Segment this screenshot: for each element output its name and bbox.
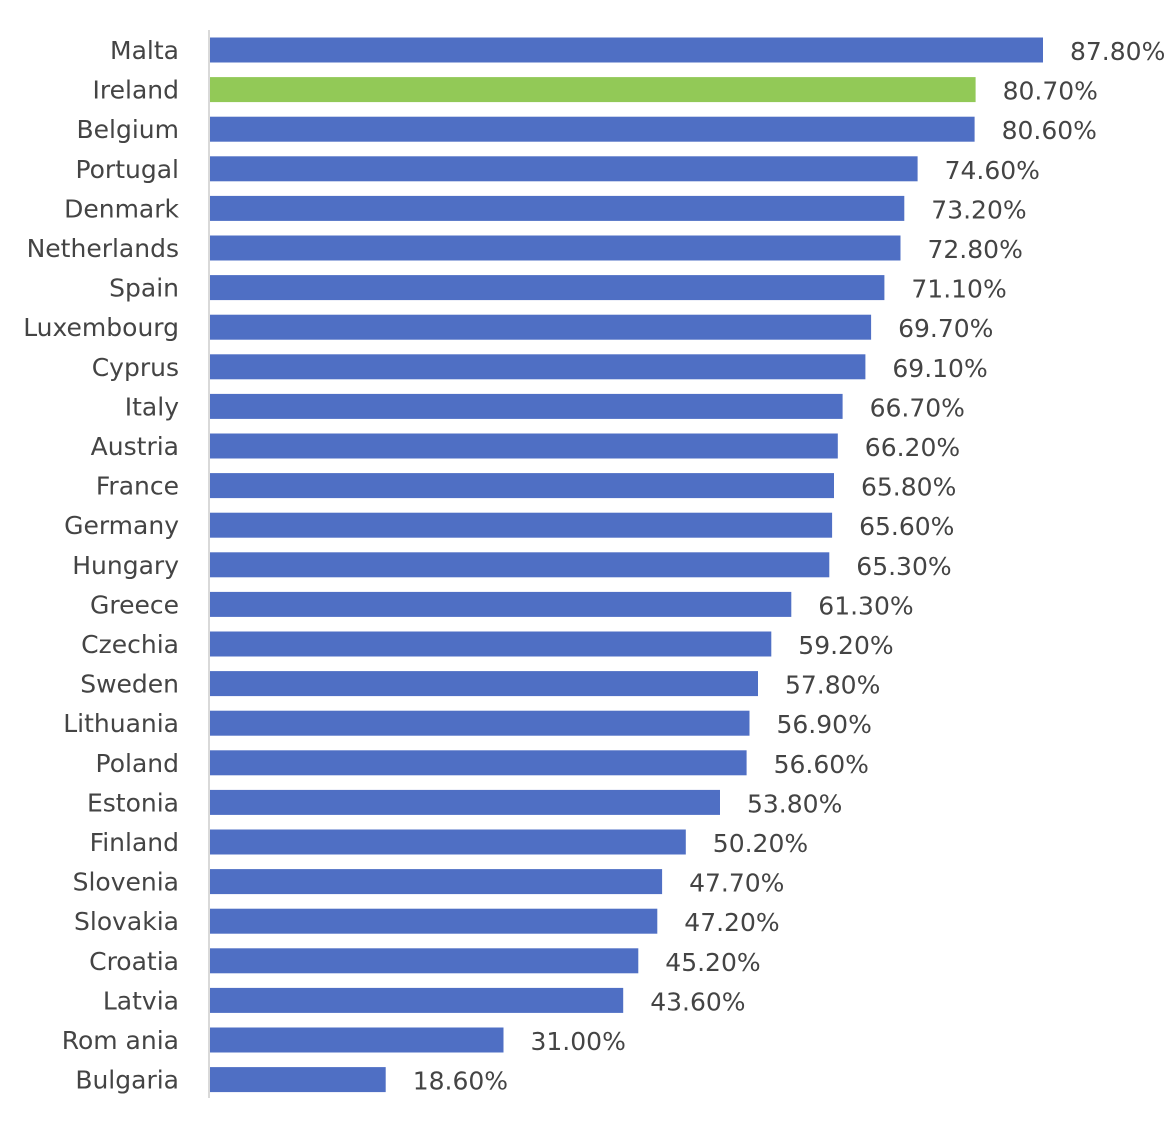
bar-poland <box>209 750 747 776</box>
bar-bulgaria <box>209 1067 386 1093</box>
data-label: 59.20% <box>798 631 893 660</box>
category-label: Sweden <box>80 670 179 699</box>
data-label: 65.30% <box>856 552 951 581</box>
category-label: Luxembourg <box>23 313 179 342</box>
data-label: 69.10% <box>892 354 987 383</box>
bar-italy <box>209 393 843 419</box>
category-label: Hungary <box>72 551 179 580</box>
data-label: 80.60% <box>1002 116 1097 145</box>
category-label: Latvia <box>103 986 179 1015</box>
category-label: Czechia <box>81 630 179 659</box>
category-label: Finland <box>90 828 179 857</box>
bar-slovakia <box>209 908 658 934</box>
bar-rom-ania <box>209 1027 504 1053</box>
bar-estonia <box>209 789 720 815</box>
bar-slovenia <box>209 869 663 895</box>
category-label: Portugal <box>75 155 179 184</box>
category-label: Estonia <box>87 788 179 817</box>
category-label: Cyprus <box>92 353 179 382</box>
category-label: Germany <box>64 511 179 540</box>
data-label: 43.60% <box>650 987 745 1016</box>
data-label: 69.70% <box>898 314 993 343</box>
bar-belgium <box>209 116 975 142</box>
data-label: 57.80% <box>785 671 880 700</box>
data-label: 56.90% <box>777 710 872 739</box>
data-label: 87.80% <box>1070 37 1165 66</box>
bar-latvia <box>209 987 624 1013</box>
data-label: 45.20% <box>665 948 760 977</box>
bar-croatia <box>209 948 639 974</box>
category-label: Spain <box>109 274 179 303</box>
data-label: 47.20% <box>684 908 779 937</box>
bar-ireland <box>209 77 976 103</box>
bar-cyprus <box>209 354 866 380</box>
category-label: Slovenia <box>73 868 179 897</box>
category-label: Austria <box>91 432 179 461</box>
data-label: 50.20% <box>713 829 808 858</box>
bars-group <box>209 37 1043 1093</box>
data-label: 65.80% <box>861 473 956 502</box>
category-label: Belgium <box>77 115 180 144</box>
category-label: Poland <box>96 749 179 778</box>
category-label: Ireland <box>93 76 179 105</box>
data-label: 74.60% <box>945 156 1040 185</box>
data-label: 53.80% <box>747 789 842 818</box>
category-label: Lithuania <box>63 709 179 738</box>
bar-netherlands <box>209 235 901 261</box>
bar-denmark <box>209 195 905 221</box>
bar-france <box>209 473 834 499</box>
category-label: Slovakia <box>74 907 179 936</box>
bar-czechia <box>209 631 772 657</box>
category-label: Greece <box>90 590 179 619</box>
data-label: 61.30% <box>818 591 913 620</box>
data-label: 47.70% <box>689 869 784 898</box>
bar-finland <box>209 829 686 855</box>
bar-luxembourg <box>209 314 872 340</box>
category-label: Netherlands <box>27 234 179 263</box>
bar-hungary <box>209 552 830 578</box>
bar-austria <box>209 433 838 459</box>
data-label: 72.80% <box>928 235 1023 264</box>
bar-lithuania <box>209 710 750 736</box>
category-label: Rom ania <box>62 1026 179 1055</box>
data-label: 65.60% <box>859 512 954 541</box>
bar-sweden <box>209 671 758 697</box>
bar-germany <box>209 512 833 538</box>
category-label: Bulgaria <box>75 1066 179 1095</box>
data-label: 31.00% <box>531 1027 626 1056</box>
category-label: France <box>96 472 179 501</box>
bar-greece <box>209 591 792 617</box>
data-label: 56.60% <box>774 750 869 779</box>
category-label: Malta <box>110 36 179 65</box>
bar-spain <box>209 275 885 301</box>
category-label: Italy <box>125 392 179 421</box>
data-label: 66.20% <box>865 433 960 462</box>
category-label: Denmark <box>64 194 179 223</box>
category-label: Croatia <box>89 947 179 976</box>
data-label: 66.70% <box>870 393 965 422</box>
bar-portugal <box>209 156 918 182</box>
bar-malta <box>209 37 1043 63</box>
data-label: 18.60% <box>413 1067 508 1096</box>
data-label: 73.20% <box>931 195 1026 224</box>
data-label: 71.10% <box>911 275 1006 304</box>
category-labels-group: Malta Ireland Belgium Portugal Denmark Nether… <box>23 36 179 1095</box>
value-labels-group: 87.80% 80.70% 80.60% 74.60% 73.20% 72.80% 71.1… <box>413 37 1166 1096</box>
data-label: 80.70% <box>1003 77 1098 106</box>
